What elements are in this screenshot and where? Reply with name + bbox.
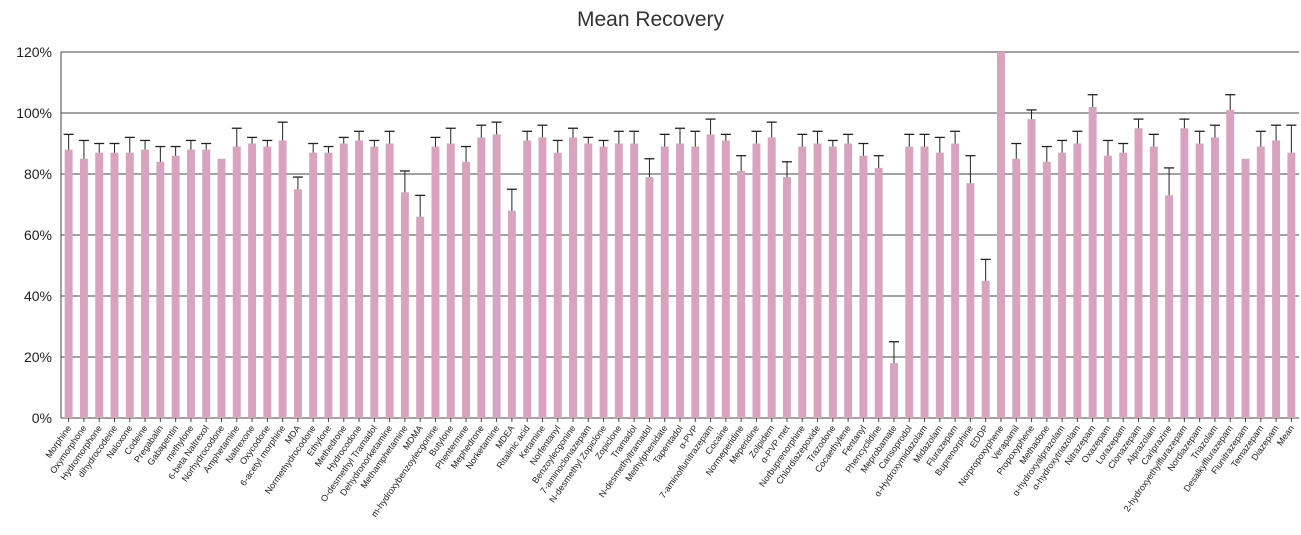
bar (1195, 143, 1204, 418)
bar (721, 140, 730, 418)
y-tick-label: 120% (16, 44, 52, 60)
chart-title: Mean Recovery (576, 8, 725, 31)
bar (1149, 146, 1158, 419)
y-tick-label: 0% (32, 410, 52, 426)
bar (431, 146, 440, 419)
bar (324, 152, 333, 418)
bar (309, 152, 318, 418)
bar (1119, 152, 1128, 418)
bar (996, 52, 1005, 418)
bar (202, 149, 211, 418)
bar (584, 143, 593, 418)
y-tick-label: 60% (24, 227, 52, 243)
bar (1012, 158, 1021, 418)
bar (1103, 155, 1112, 418)
bar (1180, 128, 1189, 418)
bar (752, 143, 761, 418)
bar (645, 177, 654, 418)
bar (1165, 195, 1174, 418)
bar (355, 140, 364, 418)
bar (385, 143, 394, 418)
bar (293, 189, 302, 418)
bar (125, 152, 134, 418)
bar (248, 143, 257, 418)
bar (1042, 161, 1051, 419)
bar (1073, 143, 1082, 418)
bar (1058, 152, 1067, 418)
bar (676, 143, 684, 418)
bar (630, 143, 639, 418)
bar (874, 167, 883, 418)
bar (370, 146, 379, 419)
bar (1287, 152, 1296, 418)
bar (1027, 119, 1036, 418)
bar (569, 137, 577, 418)
bar (339, 143, 348, 418)
bar (278, 140, 287, 418)
bar (813, 143, 822, 418)
bar (1241, 158, 1250, 418)
bar (966, 183, 975, 418)
y-tick-label: 40% (24, 288, 52, 304)
bar (951, 143, 960, 418)
bar (981, 280, 990, 418)
bar (1088, 106, 1097, 419)
bar (416, 216, 425, 418)
bar (1134, 128, 1143, 418)
bar (890, 363, 898, 418)
bar (64, 149, 73, 418)
bar (110, 152, 119, 418)
bar (400, 192, 409, 418)
bar (186, 149, 195, 418)
bar (935, 152, 944, 418)
bar (232, 146, 241, 419)
bar (507, 210, 516, 418)
bar (660, 146, 669, 419)
bar (905, 146, 914, 419)
x-tick-label: Mean (1275, 423, 1296, 447)
bar (462, 161, 470, 419)
bar (477, 137, 486, 418)
bar (1272, 140, 1281, 418)
bar (523, 140, 532, 418)
bar (798, 146, 807, 419)
bar (217, 158, 226, 418)
bar (737, 170, 746, 418)
bar (141, 149, 150, 418)
bar (783, 177, 791, 418)
bar (263, 146, 272, 419)
y-tick-label: 100% (16, 105, 52, 121)
bar (844, 143, 853, 418)
bar (1256, 146, 1265, 419)
bar (171, 155, 180, 418)
y-tick-label: 20% (24, 349, 52, 365)
bar (79, 158, 88, 418)
bar (828, 146, 837, 419)
bar (95, 152, 104, 418)
bar (538, 137, 547, 418)
bar (614, 143, 623, 418)
bar (1226, 109, 1235, 418)
bar (1210, 137, 1219, 418)
bar (920, 146, 929, 419)
bar (156, 161, 165, 419)
bar (691, 146, 700, 419)
bar (706, 134, 715, 418)
bar (859, 155, 868, 418)
bar (492, 134, 501, 418)
y-tick-label: 80% (24, 166, 52, 182)
bar (767, 137, 776, 418)
bar (599, 146, 608, 419)
bar (553, 152, 562, 418)
bar (446, 143, 455, 418)
